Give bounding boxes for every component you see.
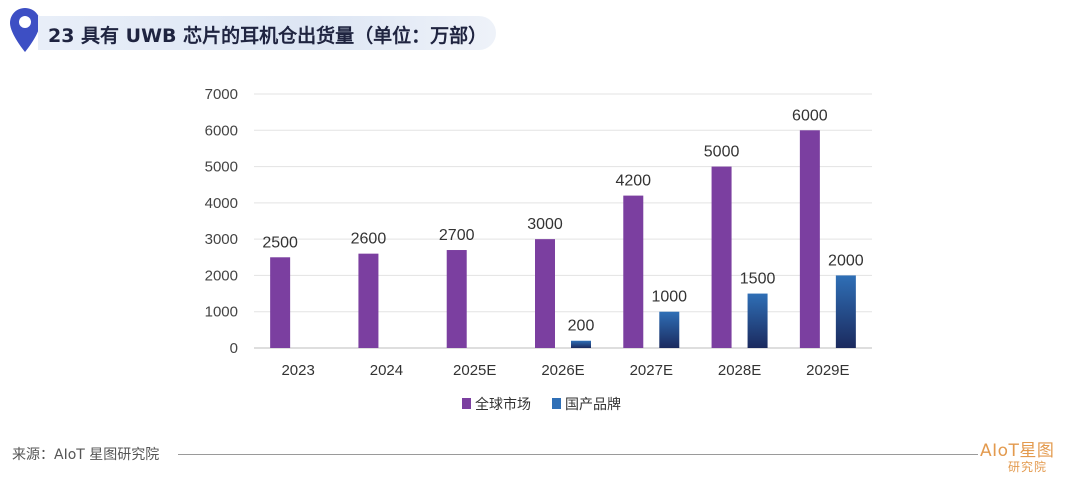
- data-label-global: 4200: [615, 173, 651, 190]
- y-tick-label: 2000: [205, 267, 238, 284]
- y-axis-ticks: 0 1000 2000 3000 4000 5000 6000 7000: [205, 86, 238, 357]
- y-tick-label: 6000: [205, 122, 238, 139]
- data-label-global: 2500: [262, 234, 298, 251]
- logo-text-bottom: 研究院: [1008, 460, 1048, 474]
- x-tick-label: 2023: [281, 362, 314, 379]
- bar-global-market: [623, 195, 644, 348]
- bar-domestic-brand: [571, 340, 591, 348]
- footer-divider: [178, 454, 978, 455]
- x-tick-label: 2028E: [718, 362, 761, 379]
- bar-global-market: [711, 166, 732, 348]
- bar-global-market: [799, 130, 820, 348]
- data-label-global: 2700: [439, 227, 475, 244]
- data-label-global: 5000: [704, 144, 740, 161]
- legend-label-domestic: 国产品牌: [565, 396, 621, 413]
- data-label-domestic: 2000: [828, 252, 864, 269]
- bar-domestic-brand: [835, 275, 856, 348]
- bar-domestic-brand: [659, 311, 680, 348]
- y-tick-label: 0: [230, 340, 238, 357]
- bars: [270, 130, 856, 348]
- bar-chart: 0 1000 2000 3000 4000 5000 6000 7000 2500 2600 27…: [205, 86, 872, 413]
- source-note: 来源：AIoT 星图研究院: [12, 447, 160, 463]
- x-tick-label: 2024: [370, 362, 403, 379]
- data-label-domestic: 1000: [651, 289, 687, 306]
- y-tick-label: 4000: [205, 195, 238, 212]
- title-banner: [38, 16, 496, 50]
- logo-text-top: AIoT星图: [980, 441, 1055, 461]
- bar-global-market: [446, 250, 467, 348]
- page-title: 23 具有 UWB 芯片的耳机仓出货量（单位：万部）: [48, 25, 488, 47]
- x-axis-ticks: 2023 2024 2025E 2026E 2027E 2028E 2029E: [281, 362, 849, 379]
- legend-swatch-domestic: [552, 398, 561, 409]
- x-tick-label: 2029E: [806, 362, 849, 379]
- legend-label-global: 全球市场: [475, 396, 531, 413]
- y-tick-label: 3000: [205, 231, 238, 248]
- data-label-domestic: 200: [568, 318, 595, 335]
- location-pin-icon: [10, 8, 40, 52]
- data-label-domestic: 1500: [740, 271, 776, 288]
- x-tick-label: 2027E: [630, 362, 673, 379]
- y-tick-label: 5000: [205, 159, 238, 176]
- bar-global-market: [358, 253, 379, 348]
- gridlines: [254, 93, 872, 349]
- y-tick-label: 1000: [205, 304, 238, 321]
- legend-swatch-global: [462, 398, 471, 409]
- bar-domestic-brand: [747, 293, 768, 348]
- x-tick-label: 2025E: [453, 362, 496, 379]
- data-label-global: 3000: [527, 216, 563, 233]
- bar-global-market: [535, 239, 555, 348]
- data-labels: 2500 2600 2700 3000 200 4200 1000 5000 1500 6000 2…: [262, 107, 863, 334]
- brand-logo: AIoT星图 研究院: [980, 436, 1072, 480]
- legend: 全球市场 国产品牌: [462, 396, 621, 413]
- data-label-global: 2600: [351, 231, 387, 248]
- data-label-global: 6000: [792, 107, 828, 124]
- x-tick-label: 2026E: [541, 362, 584, 379]
- y-tick-label: 7000: [205, 86, 238, 103]
- bar-global-market: [270, 257, 291, 348]
